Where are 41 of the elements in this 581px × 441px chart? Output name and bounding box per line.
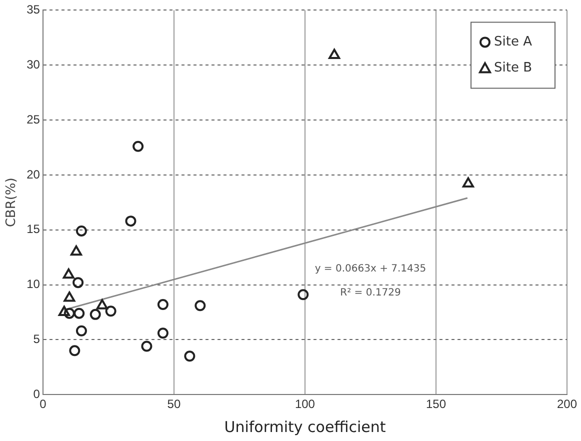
y-axis-title: CBR(%) — [4, 178, 20, 228]
y-tick-label: 5 — [33, 332, 40, 346]
x-tick-label: 200 — [556, 397, 578, 412]
point — [105, 306, 116, 317]
x-tick-label: 150 — [426, 397, 446, 412]
annotation: R² = 0.1729 — [340, 288, 401, 299]
annotation: y = 0.0663x + 7.1435 — [314, 264, 426, 275]
point — [462, 177, 474, 188]
point — [70, 245, 82, 256]
point — [76, 325, 87, 336]
point — [96, 299, 108, 310]
y-tick-label: 0 — [33, 386, 40, 401]
point — [76, 225, 87, 236]
legend-label: Site A — [494, 34, 532, 50]
point — [328, 48, 340, 59]
point — [72, 277, 84, 288]
x-tick-label: 100 — [294, 397, 316, 412]
point — [90, 308, 101, 320]
point — [298, 289, 309, 300]
point — [157, 299, 168, 310]
legend-label: Site B — [494, 60, 532, 76]
point — [64, 308, 75, 319]
y-tick-label: 35 — [26, 2, 40, 17]
point — [125, 216, 136, 227]
point — [74, 308, 85, 319]
point — [184, 350, 196, 362]
point — [141, 340, 152, 352]
point — [69, 345, 80, 356]
y-tick-label: 15 — [26, 222, 40, 236]
y-tick-label: 30 — [26, 57, 40, 72]
point — [132, 140, 144, 152]
y-tick-label: 20 — [26, 167, 40, 182]
point — [64, 291, 76, 302]
point — [58, 306, 70, 316]
x-axis-title: Uniformity coefficient — [224, 418, 386, 436]
y-tick-label: 10 — [26, 277, 40, 292]
point — [157, 328, 168, 339]
y-tick-label: 25 — [26, 112, 40, 126]
point — [194, 300, 206, 312]
x-tick-label: 50 — [167, 397, 181, 412]
point — [62, 268, 74, 279]
